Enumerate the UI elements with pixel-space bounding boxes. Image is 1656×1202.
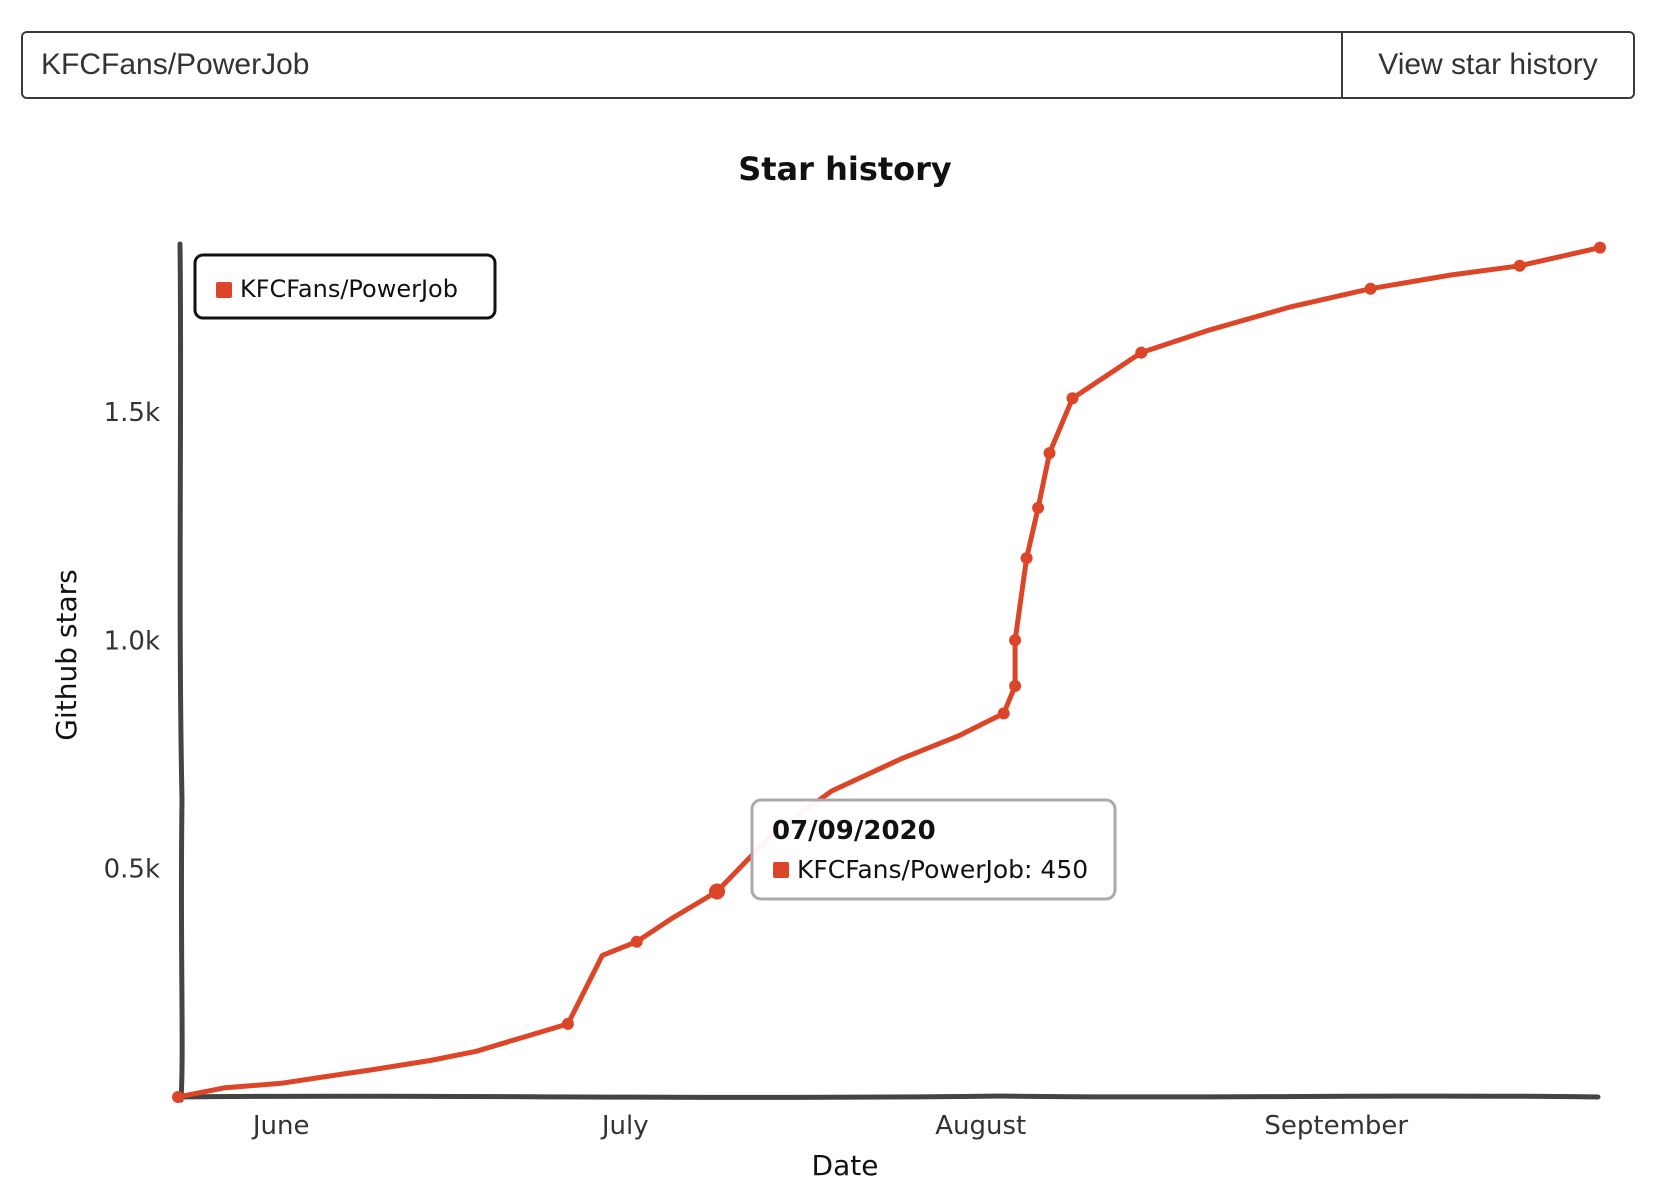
x-tick-label: August bbox=[935, 1111, 1026, 1141]
chart-title: Star history bbox=[738, 150, 952, 188]
data-point[interactable] bbox=[1032, 501, 1045, 514]
data-point[interactable] bbox=[561, 1017, 574, 1030]
tooltip: 07/09/2020 KFCFans/PowerJob: 450 bbox=[750, 798, 1117, 901]
data-point[interactable] bbox=[172, 1091, 184, 1103]
tooltip-box bbox=[750, 798, 1117, 901]
y-tick-label: 1.0k bbox=[104, 626, 160, 656]
data-point[interactable] bbox=[1043, 447, 1056, 460]
data-point[interactable] bbox=[1066, 392, 1079, 405]
legend-label: KFCFans/PowerJob bbox=[240, 275, 458, 303]
data-point[interactable] bbox=[1135, 346, 1148, 359]
tooltip-date: 07/09/2020 bbox=[772, 816, 936, 846]
series-layer bbox=[172, 241, 1606, 1103]
view-star-history-button[interactable]: View star history bbox=[1341, 33, 1633, 97]
repo-search-input[interactable] bbox=[23, 33, 1341, 97]
x-tick-label: June bbox=[251, 1111, 310, 1141]
y-axis-label: Github stars bbox=[50, 569, 83, 740]
y-axis-line bbox=[177, 241, 185, 1103]
y-tick-label: 0.5k bbox=[104, 855, 160, 885]
x-axis-label: Date bbox=[812, 1149, 879, 1182]
series-line bbox=[175, 245, 1603, 1100]
data-point[interactable] bbox=[1009, 634, 1022, 647]
x-tick-label: September bbox=[1264, 1111, 1408, 1141]
x-tick-labels: June July August September bbox=[251, 1111, 1409, 1141]
tooltip-label: KFCFans/PowerJob: 450 bbox=[797, 855, 1088, 884]
repo-search-bar: View star history bbox=[21, 31, 1635, 99]
legend-box bbox=[193, 253, 497, 320]
legend: KFCFans/PowerJob bbox=[193, 253, 497, 320]
data-point[interactable] bbox=[1009, 680, 1022, 692]
data-point[interactable] bbox=[630, 935, 643, 948]
data-point[interactable] bbox=[709, 883, 725, 900]
x-axis-line bbox=[174, 1093, 1601, 1100]
chart-axes bbox=[174, 241, 1601, 1103]
data-point[interactable] bbox=[1594, 241, 1606, 254]
y-tick-labels: 0.5k 1.0k 1.5k bbox=[104, 398, 160, 885]
data-point[interactable] bbox=[1364, 282, 1377, 295]
y-tick-label: 1.5k bbox=[104, 398, 160, 428]
x-tick-label: July bbox=[600, 1111, 649, 1141]
legend-swatch bbox=[216, 282, 232, 298]
tooltip-swatch bbox=[773, 862, 789, 878]
data-point[interactable] bbox=[1020, 552, 1033, 565]
data-point[interactable] bbox=[997, 707, 1010, 720]
data-point[interactable] bbox=[1513, 259, 1526, 272]
